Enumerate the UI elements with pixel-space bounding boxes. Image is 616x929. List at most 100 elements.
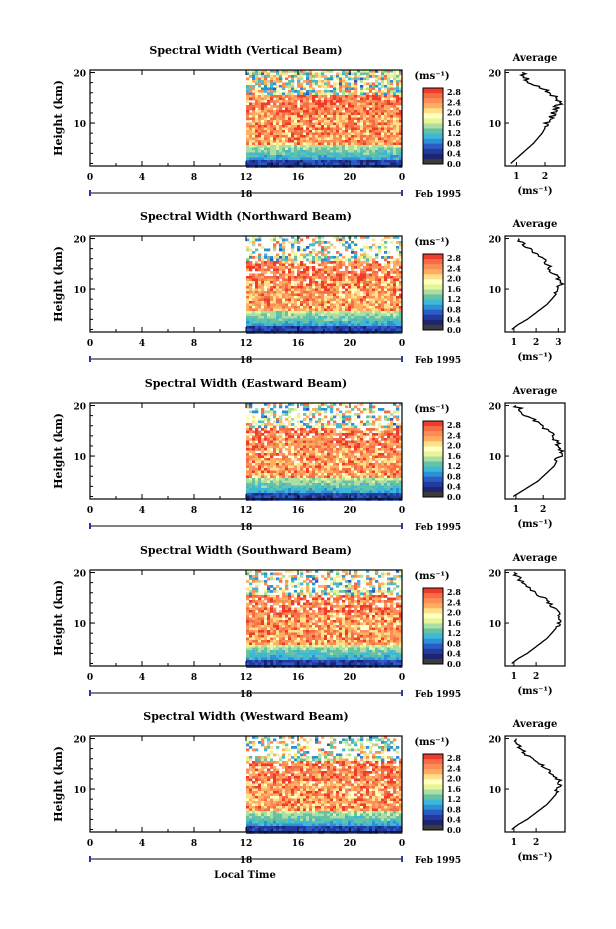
heatmap-cell [321, 102, 325, 106]
heatmap-cell [396, 160, 400, 163]
heatmap-cell [351, 90, 355, 93]
heatmap-cell [360, 147, 364, 151]
heatmap-cell [291, 276, 295, 279]
heatmap-cell [372, 313, 376, 317]
heatmap-cell [345, 95, 349, 98]
heatmap-cell [261, 82, 265, 86]
heatmap-cell [291, 281, 295, 284]
heatmap-cell [258, 127, 262, 131]
heatmap-cell [267, 80, 271, 83]
colorbar-tick-label: 0.8 [447, 304, 461, 314]
heatmap-cell [321, 296, 325, 299]
heatmap-cell [333, 100, 337, 103]
heatmap-cell [354, 306, 358, 309]
heatmap-cell [348, 306, 352, 309]
heatmap-cell [279, 135, 283, 138]
heatmap-cell [387, 463, 391, 466]
heatmap-cell [246, 291, 250, 294]
heatmap-cell [279, 243, 283, 247]
heatmap-cell [399, 132, 403, 136]
heatmap-cell [351, 425, 355, 429]
heatmap-cell [378, 283, 382, 287]
heatmap-cell [309, 468, 313, 471]
heatmap-cell [306, 271, 310, 274]
heatmap-cell [330, 318, 334, 322]
heatmap-cell [288, 241, 292, 244]
heatmap-cell [276, 313, 280, 317]
heatmap-cell [375, 266, 379, 269]
heatmap-cell [330, 132, 334, 136]
heatmap-cell [354, 465, 358, 469]
heatmap-cell [381, 135, 385, 138]
heatmap-cell [264, 155, 268, 158]
heatmap-cell [354, 263, 358, 267]
heatmap-cell [366, 72, 370, 76]
heatmap-cell [276, 460, 280, 464]
heatmap-cell [321, 72, 325, 76]
heatmap-cell [258, 438, 262, 441]
heatmap-cell [273, 147, 277, 151]
heatmap-cell [294, 162, 298, 166]
heatmap-cell [399, 112, 403, 116]
heatmap-cell [309, 132, 313, 136]
heatmap-cell [354, 251, 358, 254]
heatmap-cell [264, 326, 268, 329]
heatmap-cell [348, 155, 352, 158]
heatmap-cell [273, 450, 277, 454]
heatmap-cell [273, 261, 277, 264]
heatmap-cell [354, 445, 358, 449]
heatmap-cell [366, 328, 370, 332]
heatmap-cell [348, 97, 352, 101]
heatmap-cell [297, 140, 301, 143]
heatmap-cell [390, 428, 394, 431]
heatmap-cell [345, 157, 349, 161]
heatmap-cell [261, 85, 265, 88]
heatmap-cell [339, 253, 343, 257]
heatmap-cell [303, 132, 307, 136]
heatmap-cell [387, 155, 391, 158]
heatmap-cell [351, 125, 355, 128]
heatmap-cell [390, 236, 394, 239]
heatmap-cell [285, 425, 289, 429]
heatmap-cell [372, 468, 376, 471]
heatmap-cell [282, 155, 286, 158]
heatmap-cell [294, 291, 298, 294]
heatmap-cell [396, 110, 400, 113]
heatmap-cell [351, 135, 355, 138]
heatmap-cell [384, 152, 388, 156]
heatmap-cell [372, 127, 376, 131]
heatmap-cell [348, 100, 352, 103]
heatmap-cell [369, 328, 373, 332]
heatmap-cell [270, 316, 274, 319]
heatmap-cell [390, 95, 394, 98]
heatmap-cell [396, 241, 400, 244]
heatmap-cell [294, 160, 298, 163]
heatmap-cell [249, 438, 253, 441]
heatmap-cell [357, 115, 361, 118]
heatmap-cell [321, 438, 325, 441]
heatmap-cell [270, 132, 274, 136]
heatmap-cell [342, 323, 346, 327]
heatmap-cell [363, 117, 367, 121]
heatmap-cell [336, 473, 340, 476]
heatmap-cell [306, 266, 310, 269]
heatmap-cell [276, 448, 280, 451]
heatmap-cell [312, 311, 316, 314]
heatmap-cell [312, 122, 316, 126]
heatmap-cell [294, 443, 298, 446]
heatmap-cell [399, 127, 403, 131]
heatmap-cell [360, 80, 364, 83]
heatmap-cell [321, 293, 325, 297]
heatmap-cell [309, 72, 313, 76]
heatmap-cell [300, 468, 304, 471]
heatmap-cell [396, 268, 400, 272]
heatmap-cell [348, 301, 352, 304]
heatmap-cell [324, 403, 328, 406]
heatmap-cell [330, 150, 334, 153]
heatmap-cell [399, 326, 403, 329]
heatmap-cell [378, 112, 382, 116]
heatmap-cell [339, 152, 343, 156]
heatmap-cell [351, 82, 355, 86]
heatmap-cell [330, 100, 334, 103]
heatmap-cell [270, 308, 274, 312]
